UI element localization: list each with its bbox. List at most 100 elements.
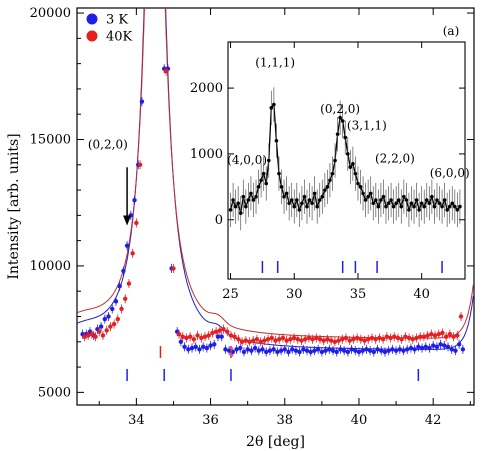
data-point-40k bbox=[180, 334, 185, 339]
data-point-40k bbox=[254, 337, 260, 342]
data-point-3k bbox=[330, 348, 336, 353]
inset-data-point bbox=[325, 185, 330, 189]
data-point-3k bbox=[132, 197, 137, 203]
y-tick-label: 20000 bbox=[30, 6, 71, 21]
inset-data-point bbox=[407, 208, 411, 212]
data-point-3k bbox=[393, 348, 399, 353]
inset-data-point bbox=[455, 208, 460, 212]
inset-data-point bbox=[437, 201, 442, 206]
data-point-3k bbox=[304, 348, 310, 353]
data-point-3k bbox=[382, 349, 388, 355]
data-point-40k bbox=[243, 338, 249, 343]
inset-data-point bbox=[458, 204, 462, 209]
data-point-3k bbox=[397, 347, 402, 352]
data-point-40k bbox=[239, 339, 245, 344]
data-point-40k bbox=[85, 333, 91, 338]
data-point-3k bbox=[271, 347, 276, 352]
legend-marker-3k bbox=[86, 13, 98, 25]
inset-data-point bbox=[422, 204, 427, 209]
data-point-3k bbox=[256, 348, 262, 353]
data-point-40k bbox=[277, 337, 282, 342]
inset-data-point bbox=[381, 194, 386, 199]
inset-data-point bbox=[261, 171, 266, 176]
inset-data-point bbox=[335, 132, 340, 136]
inset-data-point bbox=[414, 198, 419, 202]
data-point-40k bbox=[306, 335, 312, 341]
data-point-40k bbox=[384, 334, 390, 339]
data-point-40k bbox=[395, 335, 401, 341]
inset-data-point bbox=[238, 211, 243, 215]
inset-data-point bbox=[412, 204, 416, 209]
inset-data-point bbox=[246, 198, 251, 202]
data-point-3k bbox=[445, 344, 451, 350]
data-point-40k bbox=[111, 321, 117, 327]
data-point-3k bbox=[345, 349, 351, 355]
data-point-3k bbox=[245, 347, 250, 352]
data-point-3k bbox=[360, 348, 365, 353]
data-point-3k bbox=[334, 349, 339, 355]
data-point-40k bbox=[340, 337, 345, 342]
data-point-40k bbox=[302, 337, 308, 342]
data-point-40k bbox=[288, 337, 293, 342]
data-point-40k bbox=[354, 335, 360, 341]
data-point-40k bbox=[432, 333, 438, 338]
inset-data-point bbox=[419, 201, 424, 206]
inset-data-point bbox=[371, 201, 376, 206]
data-point-3k bbox=[434, 344, 440, 350]
data-point-3k bbox=[223, 347, 228, 352]
data-point-40k bbox=[443, 334, 449, 339]
data-point-40k bbox=[236, 337, 241, 342]
data-point-40k bbox=[332, 339, 338, 344]
data-point-3k bbox=[416, 344, 421, 350]
data-point-40k bbox=[284, 338, 289, 343]
inset-peak-label: (3,1,1) bbox=[347, 119, 387, 133]
data-point-40k bbox=[82, 334, 87, 339]
inset-data-point bbox=[450, 201, 455, 206]
data-point-40k bbox=[406, 335, 412, 341]
data-point-40k bbox=[97, 329, 102, 334]
inset-data-point bbox=[228, 208, 233, 212]
data-point-40k bbox=[325, 337, 330, 342]
data-point-40k bbox=[228, 333, 234, 338]
data-point-3k bbox=[110, 306, 115, 312]
data-point-3k bbox=[230, 349, 236, 355]
data-point-40k bbox=[440, 330, 445, 336]
inset-data-point bbox=[317, 198, 322, 202]
data-point-3k bbox=[353, 348, 358, 353]
inset-data-point bbox=[402, 194, 406, 199]
data-point-3k bbox=[186, 347, 191, 352]
data-point-3k bbox=[178, 339, 184, 344]
data-point-3k bbox=[208, 343, 213, 348]
inset-data-point bbox=[430, 194, 434, 199]
inset-data-point bbox=[302, 194, 307, 199]
data-point-40k bbox=[403, 334, 408, 339]
data-point-40k bbox=[137, 162, 143, 167]
inset-data-point bbox=[274, 138, 279, 143]
data-point-40k bbox=[410, 337, 415, 342]
inset-y-tick-label: 2000 bbox=[190, 81, 223, 96]
data-point-3k bbox=[117, 283, 122, 289]
data-point-40k bbox=[163, 69, 169, 74]
data-point-40k bbox=[171, 266, 176, 271]
inset-data-point bbox=[300, 201, 304, 206]
data-point-3k bbox=[312, 348, 317, 353]
data-point-3k bbox=[219, 334, 224, 339]
inset-data-point bbox=[353, 171, 358, 176]
data-point-3k bbox=[215, 334, 221, 339]
x-tick-label: 40 bbox=[351, 413, 368, 428]
inset-data-point bbox=[277, 171, 281, 176]
data-point-3k bbox=[293, 348, 299, 353]
inset-data-point bbox=[269, 106, 274, 110]
x-axis-title: 2θ [deg] bbox=[246, 434, 305, 450]
data-point-3k bbox=[267, 348, 273, 353]
data-point-3k bbox=[204, 345, 210, 351]
data-point-3k bbox=[356, 349, 362, 355]
data-point-3k bbox=[456, 342, 462, 347]
data-point-40k bbox=[429, 331, 434, 337]
data-point-3k bbox=[234, 347, 239, 352]
data-point-3k bbox=[390, 347, 395, 352]
data-point-40k bbox=[299, 338, 304, 343]
inset-data-point bbox=[435, 198, 439, 202]
data-point-3k bbox=[278, 348, 284, 353]
data-point-40k bbox=[362, 338, 367, 343]
